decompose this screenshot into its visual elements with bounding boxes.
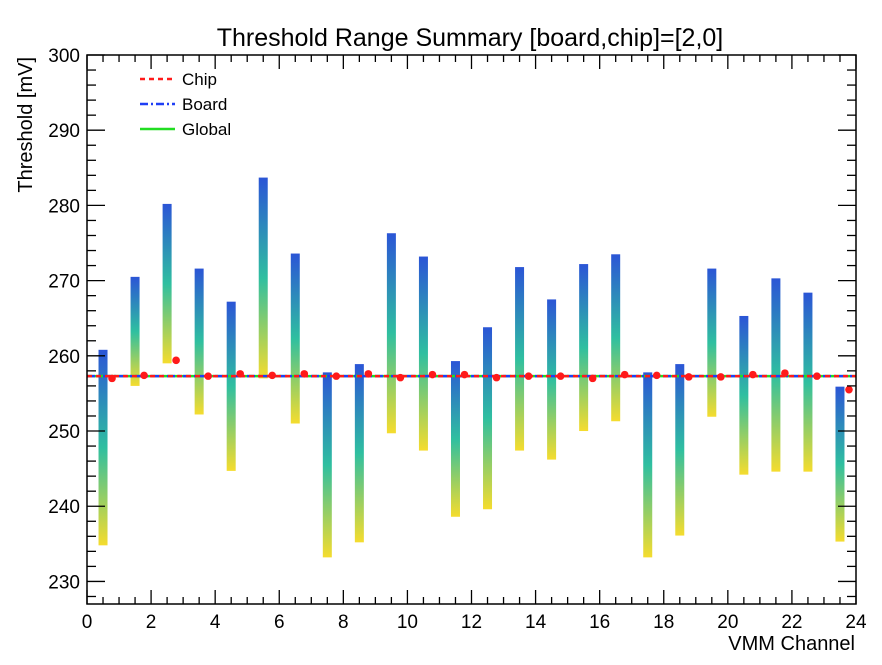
data-point-channel-5 <box>268 371 277 380</box>
range-bar-channel-13 <box>515 267 525 451</box>
legend-board-label: Board <box>182 95 227 114</box>
data-point-channel-2 <box>172 356 180 365</box>
y-axis: 230 240 250 260 270 280 290 300 <box>48 46 856 598</box>
data-point-channel-7 <box>332 372 341 380</box>
x-tick-label: 8 <box>338 612 349 633</box>
data-point-channel-3 <box>204 372 212 380</box>
y-tick-label: 280 <box>48 196 80 217</box>
x-tick-label: 0 <box>82 612 93 633</box>
range-bar-channel-9 <box>386 233 396 434</box>
data-point-channel-17 <box>652 371 661 380</box>
range-bar-channel-0 <box>98 349 108 546</box>
x-tick-label: 14 <box>525 612 547 633</box>
range-bar-channel-3 <box>194 268 204 415</box>
range-bar-channel-16 <box>611 254 621 422</box>
range-bar-channel-20 <box>739 315 749 475</box>
data-point-channel-15 <box>588 374 597 383</box>
y-tick-label: 300 <box>48 46 80 67</box>
range-bar-channel-2 <box>162 203 172 364</box>
data-point-channel-13 <box>524 372 533 380</box>
y-tick-label: 260 <box>48 347 80 368</box>
data-point-channel-16 <box>620 370 629 379</box>
data-point-channel-23 <box>845 385 853 394</box>
data-points <box>108 356 853 394</box>
x-axis-label: VMM Channel <box>728 633 855 655</box>
y-tick-label: 240 <box>48 497 80 518</box>
data-point-channel-8 <box>364 370 373 378</box>
x-tick-label: 20 <box>717 612 738 633</box>
range-bar-channel-4 <box>226 301 236 471</box>
data-point-channel-0 <box>108 374 116 383</box>
range-bar-channel-17 <box>643 372 653 558</box>
legend-chip-label: Chip <box>182 70 217 89</box>
x-tick-label: 4 <box>210 612 221 633</box>
data-point-channel-9 <box>396 373 405 382</box>
chart-title: Threshold Range Summary [board,chip]=[2,… <box>217 24 724 52</box>
data-point-channel-10 <box>428 370 437 379</box>
y-tick-label: 230 <box>48 572 80 593</box>
range-bar-channel-7 <box>322 372 332 558</box>
range-bar-channel-12 <box>483 327 493 510</box>
range-bar-channel-1 <box>130 276 140 386</box>
data-point-channel-18 <box>684 373 693 381</box>
x-tick-label: 6 <box>274 612 285 633</box>
x-tick-label: 2 <box>146 612 157 633</box>
range-bar-channel-23 <box>835 386 845 542</box>
x-tick-label: 22 <box>781 612 802 633</box>
x-tick-label: 18 <box>653 612 674 633</box>
range-bar-channel-10 <box>418 256 428 451</box>
x-tick-label: 12 <box>461 612 482 633</box>
range-bar-channel-15 <box>579 264 589 432</box>
range-bar-channel-22 <box>803 292 813 472</box>
x-tick-label: 10 <box>397 612 418 633</box>
data-point-channel-19 <box>717 373 725 381</box>
data-point-channel-1 <box>140 371 148 380</box>
x-tick-label: 24 <box>845 612 867 633</box>
range-bar-channel-8 <box>354 364 364 543</box>
y-tick-label: 290 <box>48 121 80 142</box>
range-bars <box>98 177 845 558</box>
x-tick-label: 16 <box>589 612 610 633</box>
legend-global-label: Global <box>182 120 231 139</box>
range-bar-channel-14 <box>547 299 557 460</box>
data-point-channel-14 <box>556 372 565 380</box>
y-tick-label: 270 <box>48 272 80 293</box>
range-bar-channel-19 <box>707 268 717 417</box>
data-point-channel-11 <box>460 370 469 379</box>
data-point-channel-6 <box>300 370 309 378</box>
data-point-channel-20 <box>749 370 757 379</box>
range-bar-channel-18 <box>675 364 685 536</box>
range-bar-channel-5 <box>258 177 268 379</box>
data-point-channel-4 <box>236 370 244 378</box>
range-bar-channel-11 <box>450 361 460 517</box>
y-axis-label: Threshold [mV] <box>15 57 37 193</box>
data-point-channel-12 <box>492 373 501 382</box>
legend: Chip Board Global <box>140 70 231 139</box>
range-bar-channel-6 <box>290 253 300 424</box>
data-point-channel-21 <box>781 369 789 377</box>
y-tick-label: 250 <box>48 422 80 443</box>
x-axis: 0 2 4 6 8 10 12 14 16 18 20 22 24 <box>82 55 867 633</box>
data-point-channel-22 <box>813 372 821 380</box>
